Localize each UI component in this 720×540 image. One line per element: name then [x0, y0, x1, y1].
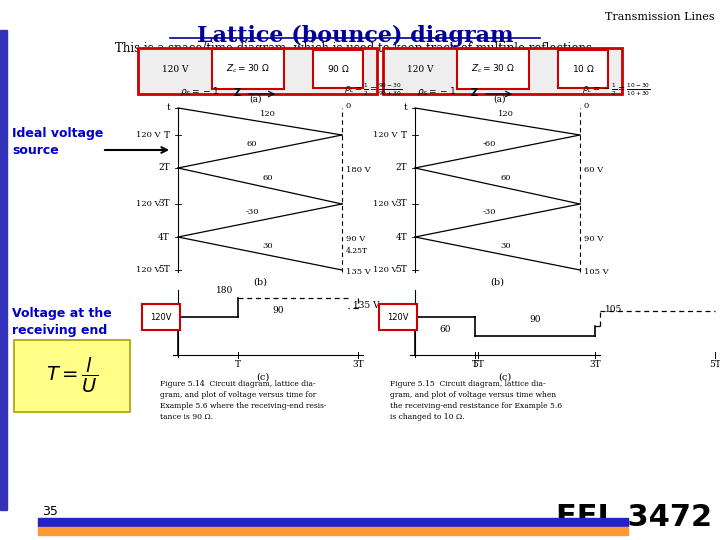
Text: (a): (a)	[494, 95, 506, 104]
Text: 90: 90	[272, 306, 284, 315]
Text: 120V: 120V	[150, 313, 172, 321]
Text: Voltage at the
receiving end: Voltage at the receiving end	[12, 307, 112, 337]
Text: 120V: 120V	[387, 313, 409, 321]
Text: 90 V: 90 V	[584, 235, 603, 243]
Text: 120: 120	[260, 110, 276, 118]
Text: 2T: 2T	[395, 164, 407, 172]
Text: -60: -60	[483, 139, 496, 147]
Text: T: T	[401, 131, 407, 139]
Text: 60: 60	[263, 174, 274, 182]
Text: 35: 35	[42, 505, 58, 518]
Text: $\mathbf{Z}$: $\mathbf{Z}$	[233, 86, 242, 98]
Text: $90\ \Omega$: $90\ \Omega$	[327, 64, 349, 75]
FancyBboxPatch shape	[383, 48, 622, 94]
Text: 0: 0	[346, 102, 351, 110]
Text: 60: 60	[500, 174, 510, 182]
Text: $\rho_L = -\frac{1}{2} = \frac{10-30}{10+30}$: $\rho_L = -\frac{1}{2} = \frac{10-30}{10…	[582, 82, 651, 98]
Text: 3T: 3T	[352, 360, 364, 369]
Text: 3T: 3T	[395, 199, 407, 208]
Text: 135 V: 135 V	[353, 301, 379, 310]
Text: 30: 30	[500, 241, 510, 249]
Text: $\mathbf{Z}$: $\mathbf{Z}$	[470, 86, 479, 98]
Text: 5T: 5T	[709, 360, 720, 369]
Text: $\rho_L = \frac{1}{2} = \frac{90-30}{90+30}$: $\rho_L = \frac{1}{2} = \frac{90-30}{90+…	[344, 82, 402, 98]
Text: $Z_c = 30\ \Omega$: $Z_c = 30\ \Omega$	[226, 63, 270, 75]
Text: Ideal voltage
source: Ideal voltage source	[12, 127, 104, 157]
Text: T: T	[235, 360, 241, 369]
Text: 3T: 3T	[158, 199, 170, 208]
Text: 4.25T: 4.25T	[346, 247, 368, 255]
Text: 5T: 5T	[395, 266, 407, 274]
Text: 120 V: 120 V	[136, 266, 161, 274]
FancyBboxPatch shape	[138, 48, 377, 94]
Text: t: t	[403, 104, 407, 112]
Text: 4T: 4T	[395, 233, 407, 241]
Text: 120: 120	[498, 110, 513, 118]
Text: Transmission Lines: Transmission Lines	[606, 12, 715, 22]
Text: (c): (c)	[498, 373, 512, 382]
Text: 120 V: 120 V	[373, 266, 397, 274]
Text: 3T: 3T	[589, 360, 600, 369]
Text: 120 V: 120 V	[407, 64, 433, 73]
Text: 180: 180	[216, 286, 233, 295]
Text: 120 V: 120 V	[162, 64, 188, 73]
Bar	[38, 527, 628, 535]
Text: $10\ \Omega$: $10\ \Omega$	[572, 64, 595, 75]
Text: (c): (c)	[256, 373, 269, 382]
Text: T: T	[472, 360, 478, 369]
Text: -30: -30	[482, 208, 496, 217]
Text: 180 V: 180 V	[346, 166, 371, 174]
Text: 135 V: 135 V	[346, 268, 371, 276]
Text: This is a space/time diagram  which is used to keep track of multiple reflection: This is a space/time diagram which is us…	[114, 42, 595, 55]
Text: -30: -30	[246, 208, 258, 217]
Text: 90: 90	[529, 315, 541, 324]
Text: 30: 30	[263, 241, 274, 249]
Bar	[38, 518, 628, 526]
Text: 105 V: 105 V	[584, 268, 608, 276]
Text: 120 V: 120 V	[136, 200, 161, 208]
Text: t: t	[166, 104, 170, 112]
Text: (b): (b)	[253, 278, 267, 287]
Text: 0: 0	[584, 102, 589, 110]
Text: (b): (b)	[490, 278, 505, 287]
Text: 4T: 4T	[158, 233, 170, 241]
FancyBboxPatch shape	[14, 340, 130, 412]
Text: Figure 5.15  Circuit diagram, lattice dia-
gram, and plot of voltage versus time: Figure 5.15 Circuit diagram, lattice dia…	[390, 380, 562, 421]
Text: 2T: 2T	[158, 164, 170, 172]
Text: 120 V: 120 V	[136, 131, 161, 139]
Text: Figure 5.14  Circuit diagram, lattice dia-
gram, and plot of voltage versus time: Figure 5.14 Circuit diagram, lattice dia…	[160, 380, 327, 421]
Text: T: T	[164, 131, 170, 139]
Text: 120 V: 120 V	[373, 131, 397, 139]
Text: 60: 60	[247, 139, 257, 147]
Text: 60: 60	[439, 325, 451, 334]
Text: 120 V: 120 V	[373, 200, 397, 208]
Text: (a): (a)	[248, 95, 261, 104]
Text: 90 V: 90 V	[346, 235, 365, 243]
Text: EEL 3472: EEL 3472	[556, 503, 712, 532]
Text: $Z_c = 30\ \Omega$: $Z_c = 30\ \Omega$	[471, 63, 515, 75]
Text: 60 V: 60 V	[584, 166, 603, 174]
Text: $T = \dfrac{l}{U}$: $T = \dfrac{l}{U}$	[46, 355, 98, 395]
Text: $\rho_S = -1$: $\rho_S = -1$	[417, 85, 456, 98]
Bar	[0, 30, 7, 510]
Text: 105: 105	[605, 305, 622, 314]
Text: $\rho_S = -1$: $\rho_S = -1$	[180, 85, 219, 98]
Text: 5T: 5T	[158, 266, 170, 274]
Text: Lattice (bounce) diagram: Lattice (bounce) diagram	[197, 25, 513, 47]
Text: 5T: 5T	[472, 360, 484, 369]
